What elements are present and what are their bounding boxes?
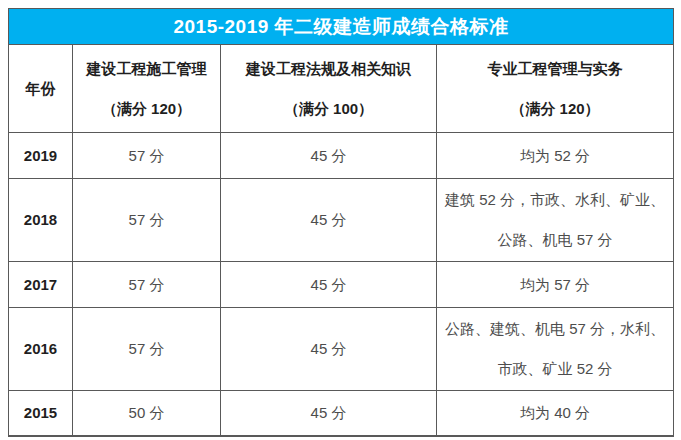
column-label: 专业工程管理与实务 bbox=[437, 61, 673, 77]
year-cell: 2017 bbox=[9, 262, 73, 308]
table-row-2015: 2015 50 分 45 分 均为 40 分 bbox=[9, 391, 674, 436]
year-cell: 2019 bbox=[9, 133, 73, 179]
practice-score-cell: 公路、建筑、机电 57 分，水利、市政、矿业 52 分 bbox=[437, 308, 674, 391]
passing-score-standards-page: 2015-2019 年二级建造师成绩合格标准 年份 建设工程施工管理 （满分 1… bbox=[0, 0, 681, 437]
table-title-row: 2015-2019 年二级建造师成绩合格标准 bbox=[9, 9, 674, 45]
column-label: 建设工程法规及相关知识 bbox=[221, 61, 436, 77]
column-label: 年份 bbox=[9, 81, 72, 97]
management-score-cell: 57 分 bbox=[73, 179, 221, 262]
management-score-cell: 57 分 bbox=[73, 308, 221, 391]
practice-score-cell: 建筑 52 分，市政、水利、矿业、公路、机电 57 分 bbox=[437, 179, 674, 262]
regulations-score-cell: 45 分 bbox=[221, 308, 437, 391]
year-cell: 2016 bbox=[9, 308, 73, 391]
table-row-2019: 2019 57 分 45 分 均为 52 分 bbox=[9, 133, 674, 179]
management-score-cell: 57 分 bbox=[73, 133, 221, 179]
year-cell: 2015 bbox=[9, 391, 73, 436]
regulations-score-cell: 45 分 bbox=[221, 262, 437, 308]
column-header-professional-practice: 专业工程管理与实务 （满分 120） bbox=[437, 45, 674, 133]
score-table: 2015-2019 年二级建造师成绩合格标准 年份 建设工程施工管理 （满分 1… bbox=[8, 8, 674, 437]
column-label: 建设工程施工管理 bbox=[73, 61, 220, 77]
practice-score-cell: 均为 40 分 bbox=[437, 391, 674, 436]
column-header-construction-management: 建设工程施工管理 （满分 120） bbox=[73, 45, 221, 133]
regulations-score-cell: 45 分 bbox=[221, 133, 437, 179]
table-row-2017: 2017 57 分 45 分 均为 57 分 bbox=[9, 262, 674, 308]
management-score-cell: 57 分 bbox=[73, 262, 221, 308]
table-title: 2015-2019 年二级建造师成绩合格标准 bbox=[9, 9, 674, 45]
column-header-year: 年份 bbox=[9, 45, 73, 133]
regulations-score-cell: 45 分 bbox=[221, 179, 437, 262]
table-row-2016: 2016 57 分 45 分 公路、建筑、机电 57 分，水利、市政、矿业 52… bbox=[9, 308, 674, 391]
column-sublabel: （满分 120） bbox=[437, 101, 673, 117]
practice-score-cell: 均为 57 分 bbox=[437, 262, 674, 308]
column-sublabel: （满分 120） bbox=[73, 101, 220, 117]
column-sublabel: （满分 100） bbox=[221, 101, 436, 117]
table-row-2018: 2018 57 分 45 分 建筑 52 分，市政、水利、矿业、公路、机电 57… bbox=[9, 179, 674, 262]
regulations-score-cell: 45 分 bbox=[221, 391, 437, 436]
column-header-row: 年份 建设工程施工管理 （满分 120） 建设工程法规及相关知识 （满分 100… bbox=[9, 45, 674, 133]
year-cell: 2018 bbox=[9, 179, 73, 262]
column-header-regulations-knowledge: 建设工程法规及相关知识 （满分 100） bbox=[221, 45, 437, 133]
practice-score-cell: 均为 52 分 bbox=[437, 133, 674, 179]
management-score-cell: 50 分 bbox=[73, 391, 221, 436]
